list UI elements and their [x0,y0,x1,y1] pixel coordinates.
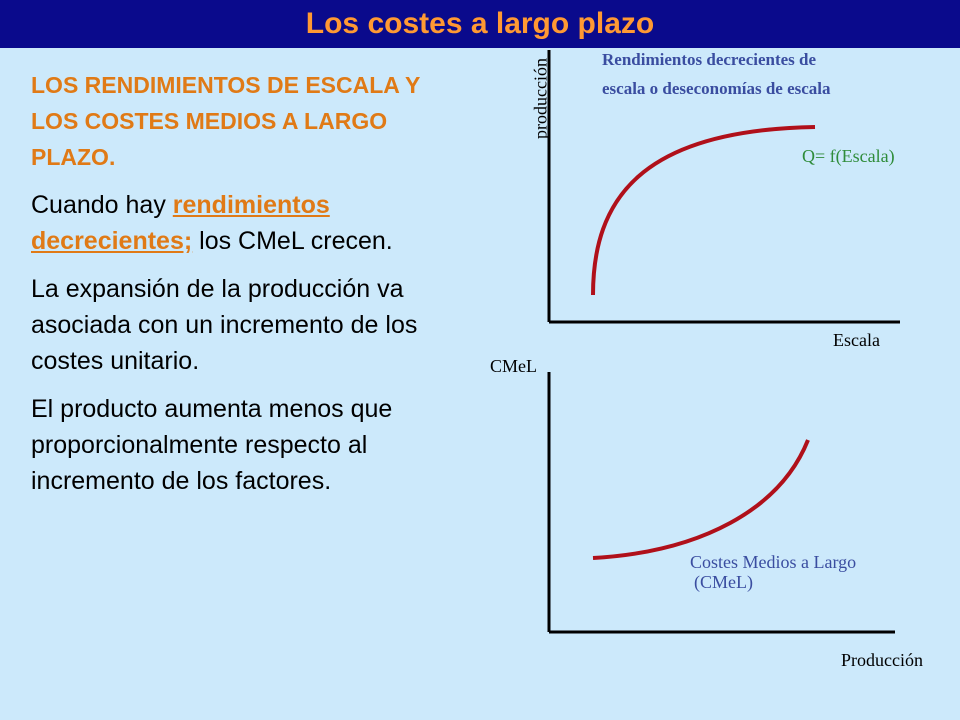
text-column: LOS RENDIMIENTOS DE ESCALA Y LOS COSTES … [31,67,471,511]
paragraph-3: El producto aumenta menos que proporcion… [31,395,393,495]
title-bar: Los costes a largo plazo [0,0,960,48]
top-x-axis-label: Escala [833,330,880,350]
page-title: Los costes a largo plazo [305,7,655,40]
top-graph-title-2: escala o deseconomías de escala [602,79,831,98]
paragraph-1-start: Cuando hay [31,191,173,219]
cmel-label-2: (CMeL) [694,572,753,592]
production-function-label: Q= f(Escala) [802,146,895,166]
top-graph-title-1: Rendimientos decrecientes de [602,50,817,69]
bottom-y-axis-label: CMeL [490,356,537,376]
top-y-axis-label: producción [530,58,551,139]
cmel-label-1: Costes Medios a Largo [690,552,857,572]
decreasing-returns-link[interactable]: rendimientos decrecientes; [31,191,330,255]
paragraph-1-end: los CMeL crecen. [192,227,393,255]
cmel-curve [592,439,810,560]
production-curve [591,125,816,296]
paragraph-2: La expansión de la producción va asociad… [31,275,418,375]
section-heading: LOS RENDIMIENTOS DE ESCALA Y LOS COSTES … [31,72,420,170]
bottom-x-axis-label: Producción [841,650,923,670]
paragraph-1: Cuando hay rendimientos decrecientes; lo… [31,187,471,259]
